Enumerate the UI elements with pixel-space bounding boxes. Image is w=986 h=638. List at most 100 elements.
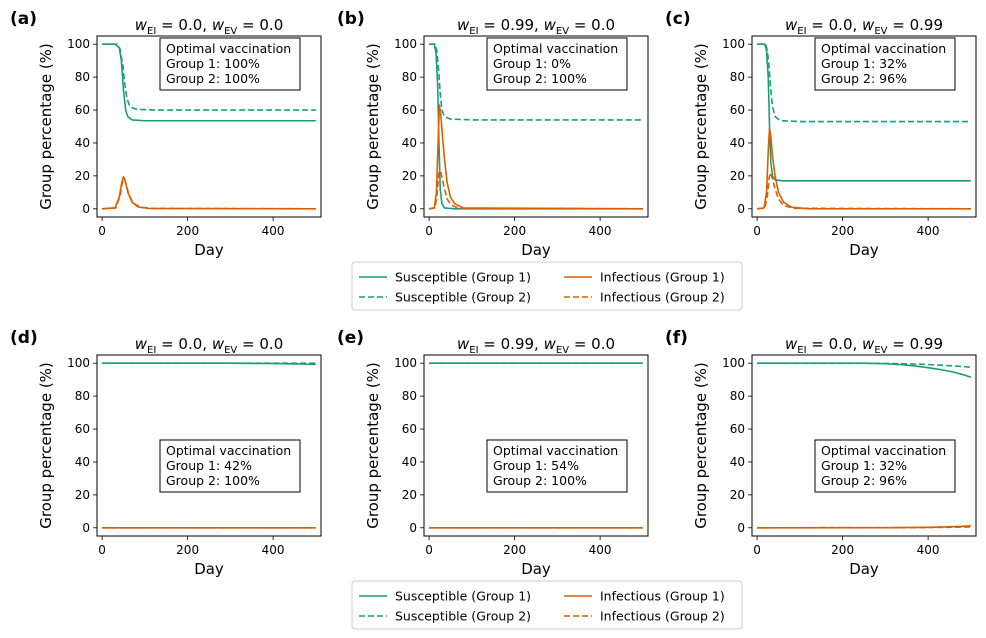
x-tick-label: 0: [425, 224, 433, 238]
legend: Susceptible (Group 1) Susceptible (Group …: [351, 580, 743, 630]
legend-label: Infectious (Group 2): [600, 609, 725, 624]
y-tick-label: 60: [402, 103, 417, 117]
y-tick-label: 0: [737, 202, 745, 216]
legend-label: Infectious (Group 1): [600, 589, 725, 604]
series-line-susceptible-solid: [102, 43, 316, 122]
y-tick-label: 60: [75, 103, 90, 117]
panel-title: wEI = 0.0, wEV = 0.0: [135, 16, 284, 37]
y-tick-label: 80: [730, 389, 745, 403]
x-tick-label: 0: [98, 224, 106, 238]
panel-label: (d): [10, 328, 38, 348]
x-tick-label: 200: [831, 543, 854, 557]
x-axis-label: Day: [521, 241, 551, 259]
y-tick-label: 100: [67, 37, 90, 51]
x-axis-label: Day: [521, 560, 551, 578]
y-tick-label: 80: [730, 70, 745, 84]
vaccination-box-frame: [159, 439, 301, 493]
vaccination-box-frame: [486, 37, 628, 91]
y-axis-label: Group percentage (%): [364, 43, 382, 210]
vaccination-box-title: Optimal vaccination: [821, 443, 946, 458]
legend-label: Susceptible (Group 2): [395, 609, 531, 624]
series-line-infectious-dashed: [757, 526, 971, 529]
plot-frame: [96, 35, 322, 218]
legend-label: Susceptible (Group 1): [395, 589, 531, 604]
y-tick-label: 40: [730, 455, 745, 469]
x-axis-label: Day: [194, 241, 224, 259]
vaccination-box-line: Group 2: 100%: [493, 473, 587, 488]
y-tick-label: 20: [730, 169, 745, 183]
chart-panel: (f) wEI = 0.0, wEV = 0.99 0 200 400 0 20 40 60 80…: [665, 328, 977, 578]
vaccination-box-line: Group 1: 32%: [821, 56, 907, 71]
chart-panel: (a) wEI = 0.0, wEV = 0.0 0 200 400 0 20 40 60 80 1…: [10, 9, 322, 259]
vaccination-box-line: Group 1: 32%: [821, 458, 907, 473]
panel-label: (a): [10, 9, 37, 29]
legend-frame: [351, 580, 743, 630]
panel-title: wEI = 0.99, wEV = 0.0: [457, 16, 615, 37]
x-tick-label: 400: [917, 543, 940, 557]
y-tick-label: 100: [722, 37, 745, 51]
x-tick-label: 200: [503, 543, 526, 557]
y-tick-label: 0: [82, 202, 90, 216]
series-line-susceptible-dashed: [429, 43, 643, 121]
vaccination-box-title: Optimal vaccination: [821, 41, 946, 56]
series-line-susceptible-solid: [757, 43, 971, 182]
y-axis-label: Group percentage (%): [692, 362, 710, 529]
chart-panel: (d) wEI = 0.0, wEV = 0.0 0 200 400 0 20 40 60 80 1…: [10, 328, 322, 578]
vaccination-box-line: Group 2: 100%: [166, 473, 260, 488]
vaccination-box-title: Optimal vaccination: [493, 443, 618, 458]
x-tick-label: 0: [425, 543, 433, 557]
y-axis-label: Group percentage (%): [37, 43, 55, 210]
vaccination-box-frame: [486, 439, 628, 493]
x-tick-label: 200: [176, 543, 199, 557]
series-line-susceptible-solid: [429, 43, 643, 210]
y-tick-label: 60: [730, 422, 745, 436]
vaccination-box-frame: [814, 439, 956, 493]
vaccination-box-line: Group 1: 54%: [493, 458, 579, 473]
y-tick-label: 80: [402, 70, 417, 84]
y-tick-label: 20: [402, 169, 417, 183]
y-tick-label: 60: [730, 103, 745, 117]
x-tick-label: 400: [262, 224, 285, 238]
y-tick-label: 60: [402, 422, 417, 436]
y-tick-label: 0: [409, 521, 417, 535]
y-tick-label: 100: [67, 356, 90, 370]
x-tick-label: 400: [589, 543, 612, 557]
panel-title: wEI = 0.99, wEV = 0.0: [457, 335, 615, 356]
y-tick-label: 80: [402, 389, 417, 403]
plot-frame: [751, 35, 977, 218]
x-axis-label: Day: [194, 560, 224, 578]
y-tick-label: 20: [75, 169, 90, 183]
panel-label: (b): [337, 9, 365, 29]
x-tick-label: 400: [262, 543, 285, 557]
vaccination-box-line: Group 2: 96%: [821, 71, 907, 86]
series-line-infectious-dashed: [757, 171, 971, 210]
y-tick-label: 60: [75, 422, 90, 436]
x-tick-label: 200: [176, 224, 199, 238]
panel-label: (f): [665, 328, 688, 348]
y-tick-label: 20: [402, 488, 417, 502]
legend-label: Susceptible (Group 1): [395, 270, 531, 285]
chart-panel: (b) wEI = 0.99, wEV = 0.0 0 200 400 0 20 40 60 80…: [337, 9, 649, 259]
x-tick-label: 0: [753, 224, 761, 238]
x-tick-label: 400: [589, 224, 612, 238]
chart-panel: (e) wEI = 0.99, wEV = 0.0 0 200 400 0 20 40 60 80…: [337, 328, 649, 578]
x-tick-label: 0: [753, 543, 761, 557]
vaccination-box-line: Group 2: 96%: [821, 473, 907, 488]
series-line-infectious-dashed: [102, 177, 316, 210]
y-tick-label: 80: [75, 70, 90, 84]
chart-panel: (c) wEI = 0.0, wEV = 0.99 0 200 400 0 20 40 60 80…: [665, 9, 977, 259]
legend-frame: [351, 261, 743, 311]
vaccination-box-title: Optimal vaccination: [166, 41, 291, 56]
y-tick-label: 40: [402, 136, 417, 150]
vaccination-box-frame: [159, 37, 301, 91]
x-tick-label: 0: [98, 543, 106, 557]
y-tick-label: 0: [409, 202, 417, 216]
series-line-infectious-solid: [757, 127, 971, 210]
legend-label: Infectious (Group 1): [600, 270, 725, 285]
legend-label: Susceptible (Group 2): [395, 290, 531, 305]
